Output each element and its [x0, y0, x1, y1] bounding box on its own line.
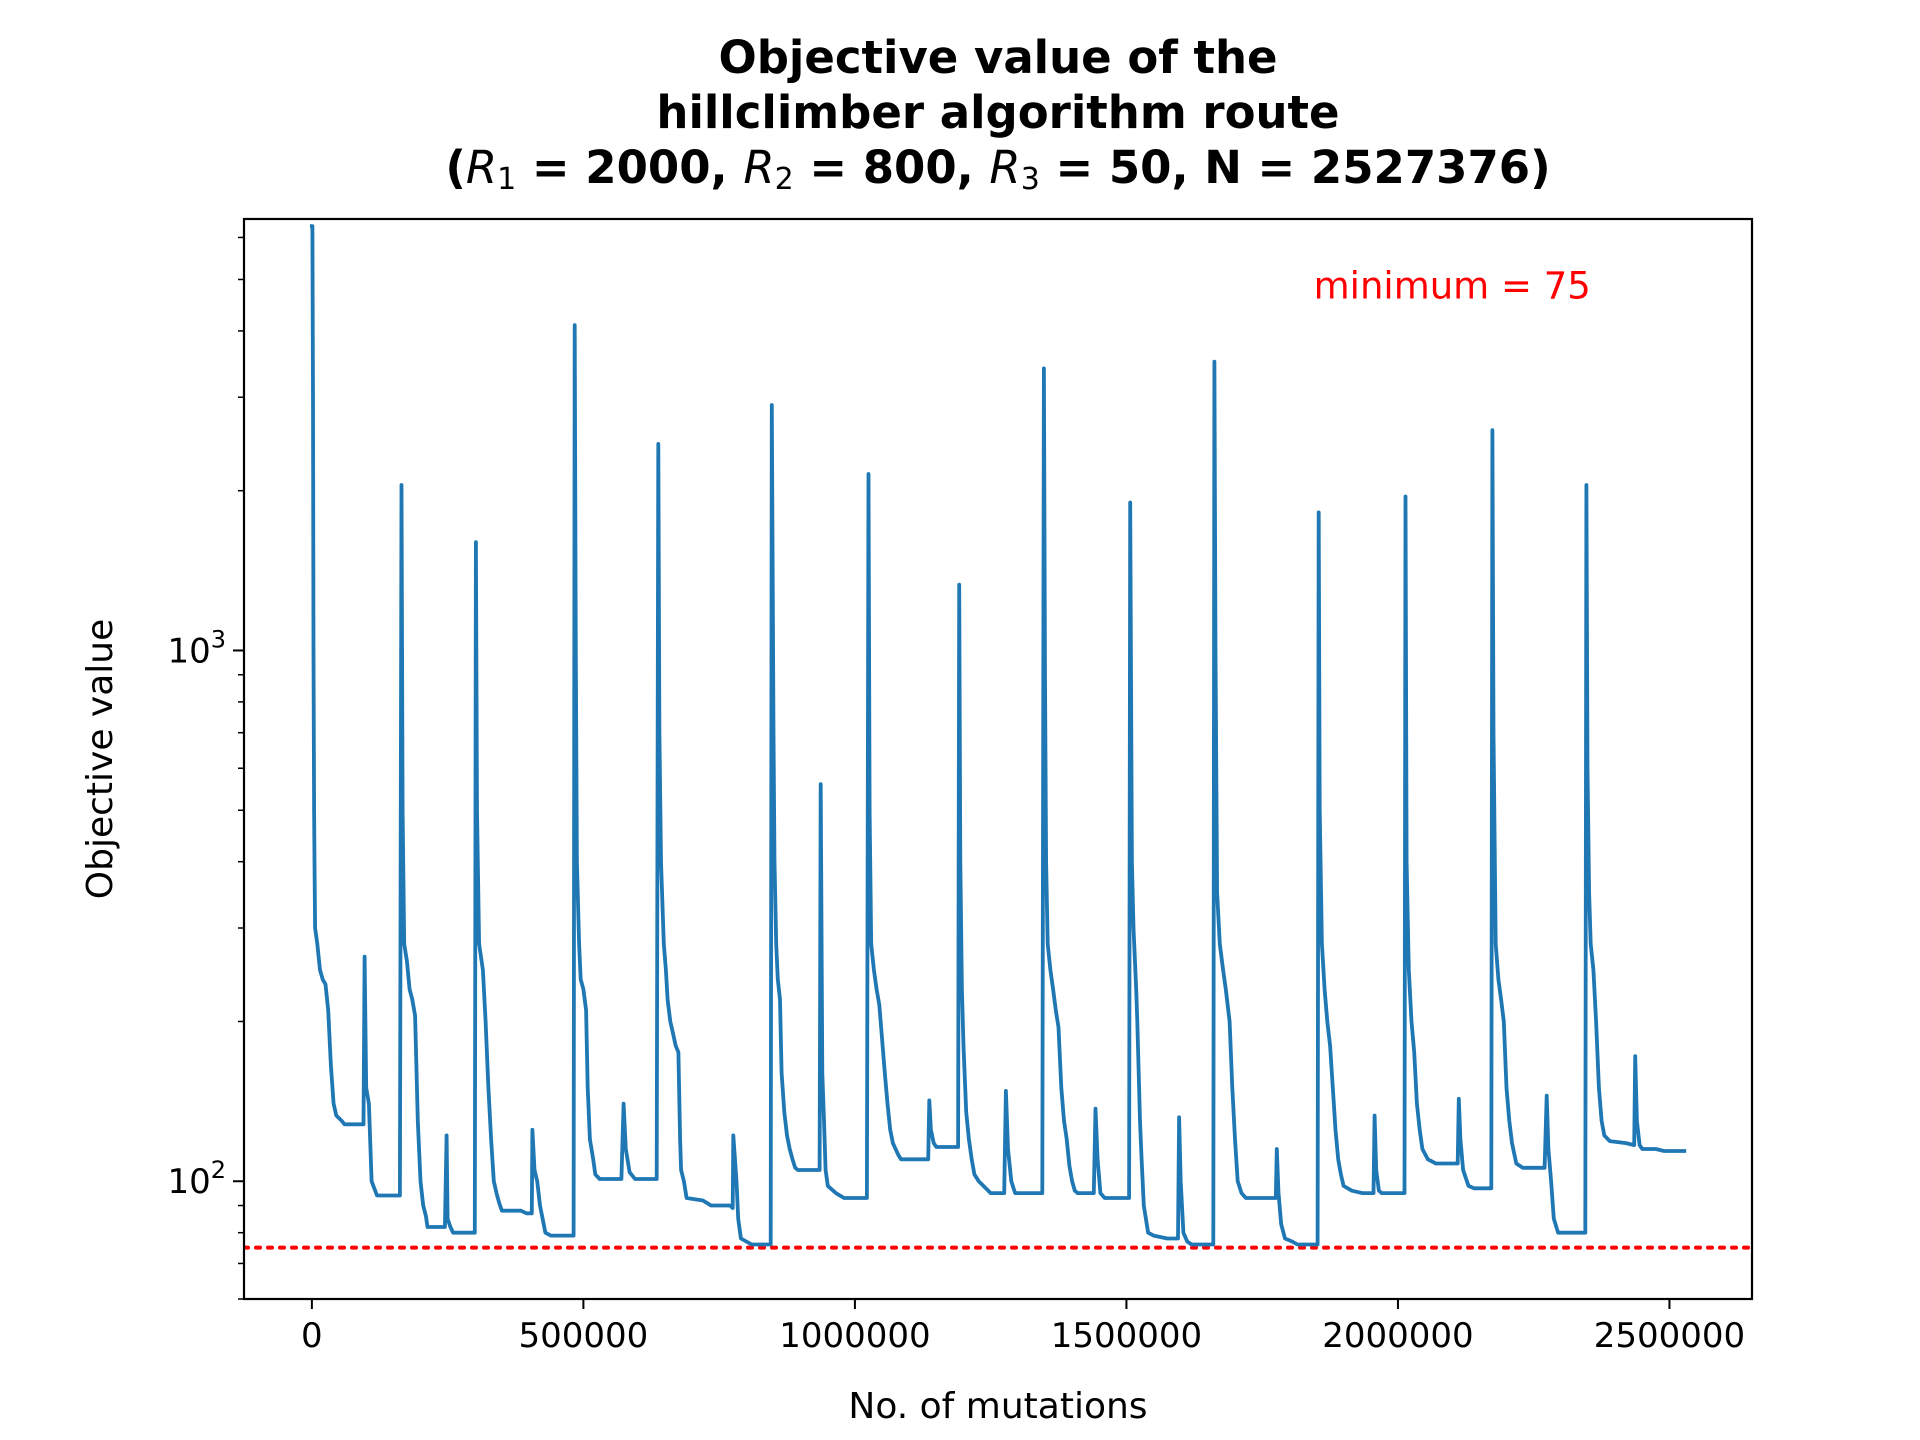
- x-axis: 0 500000 1000000 1500000 2000000 2500000: [301, 1299, 1745, 1356]
- y-tick-label: 103: [167, 625, 226, 671]
- chart-title: Objective value of the hillclimber algor…: [244, 30, 1752, 195]
- series-layer: [310, 224, 1687, 1247]
- plot-area-frame: [242, 217, 1754, 1301]
- y-axis: 102 103: [167, 236, 244, 1300]
- y-axis-label: Objective value: [80, 619, 121, 899]
- x-tick-label: 0: [301, 1316, 323, 1356]
- chart-title-line-3: (R1 = 2000, R2 = 800, R3 = 50, N = 25273…: [445, 141, 1551, 197]
- chart-title-line-1: Objective value of the: [718, 31, 1278, 84]
- x-tick-label: 500000: [518, 1316, 648, 1356]
- minimum-annotation: minimum = 75: [1314, 265, 1591, 308]
- series-line-1: [310, 224, 1687, 1247]
- x-tick-label: 2500000: [1594, 1316, 1745, 1356]
- x-tick-label: 2000000: [1322, 1316, 1473, 1356]
- x-tick-label: 1000000: [779, 1316, 930, 1356]
- y-tick-label: 102: [167, 1156, 226, 1202]
- chart-title-line-2: hillclimber algorithm route: [656, 86, 1340, 139]
- x-tick-label: 1500000: [1051, 1316, 1202, 1356]
- x-axis-label: No. of mutations: [848, 1386, 1147, 1427]
